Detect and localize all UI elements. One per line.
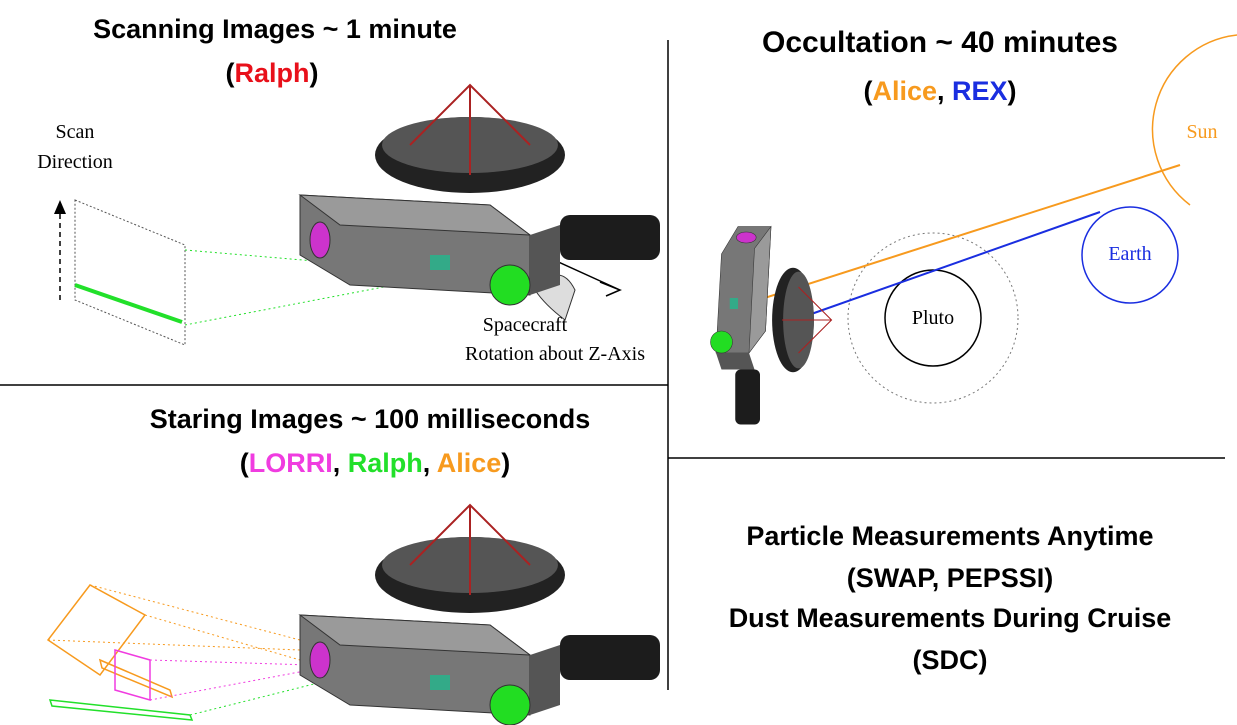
instrument-name: LORRI [249,448,333,478]
punctuation: ) [501,448,510,478]
earth-shape [1081,206,1179,304]
spacecraft [299,504,661,725]
sun-ray [751,164,1181,303]
punctuation: , [423,448,437,478]
earth-ray [799,211,1101,319]
sun-label: Sun [1186,121,1217,143]
punctuation: ( [240,448,249,478]
title: Scanning Images ~ 1 minute [93,14,457,44]
instrument-name: Alice [872,76,937,106]
instrument-name: REX [952,76,1008,106]
instrument-name: Ralph [348,448,423,478]
rotation-label: Rotation about Z-Axis [465,343,645,365]
punctuation: , [937,76,952,106]
punctuation: ( [863,76,872,106]
earth-label: Earth [1108,243,1151,265]
punctuation: ( [225,58,234,88]
measurement-line: Particle Measurements Anytime [746,521,1153,551]
measurement-line: (SWAP, PEPSSI) [847,563,1054,593]
scan-label: Direction [37,151,113,173]
fov-frames [46,584,331,721]
measurement-line: Dust Measurements During Cruise [729,603,1172,633]
measurement-line: (SDC) [913,645,988,675]
rotation-label: Spacecraft [483,314,568,336]
punctuation: ) [310,58,319,88]
instruments: (LORRI, Ralph, Alice) [240,448,511,478]
title: Staring Images ~ 100 milliseconds [150,404,590,434]
punctuation: ) [1008,76,1017,106]
instruments: (Ralph) [225,58,318,88]
sun-shape [1151,34,1237,206]
instrument-name: Alice [437,448,502,478]
punctuation: , [333,448,348,478]
spacecraft [299,84,661,306]
instrument-name: Ralph [234,58,309,88]
pluto-label: Pluto [912,307,954,329]
atmosphere [847,232,1019,404]
scan-label: Scan [56,121,95,143]
spacecraft [709,225,833,426]
instruments: (Alice, REX) [863,76,1016,106]
title: Occultation ~ 40 minutes [762,26,1118,59]
